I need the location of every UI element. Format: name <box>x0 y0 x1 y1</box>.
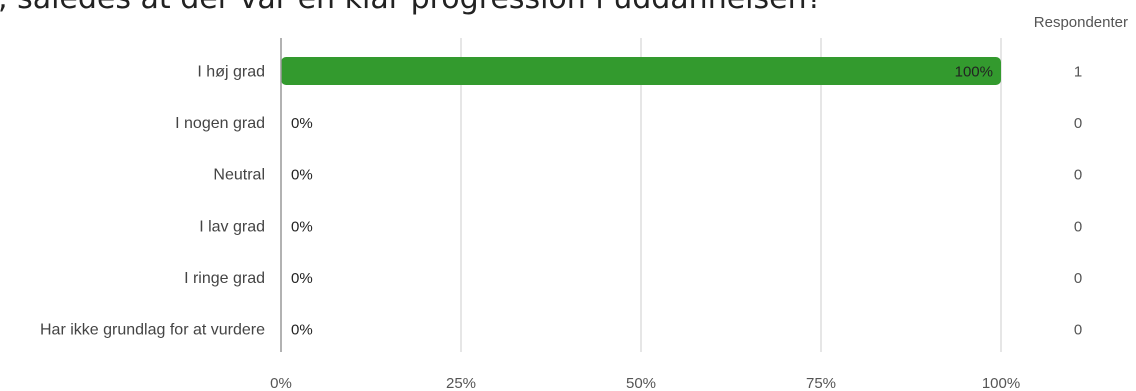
respondent-count: 0 <box>1074 218 1082 235</box>
x-tick-label: 0% <box>270 375 292 391</box>
question-title: , således at der var en klar progression… <box>0 0 823 16</box>
x-tick-label: 50% <box>626 375 656 391</box>
respondent-count: 0 <box>1074 115 1082 132</box>
bar <box>281 57 1001 85</box>
category-label: I lav grad <box>199 218 265 235</box>
bar-value-label: 0% <box>291 322 313 339</box>
category-label: I høj grad <box>197 64 265 81</box>
category-label: Neutral <box>213 167 265 184</box>
bar-value-label: 0% <box>291 167 313 184</box>
category-label: Har ikke grundlag for at vurdere <box>40 322 265 339</box>
respondent-count: 0 <box>1074 167 1082 184</box>
x-tick-label: 100% <box>982 375 1020 391</box>
x-tick-label: 25% <box>446 375 476 391</box>
category-label: I ringe grad <box>184 270 265 287</box>
respondent-count: 1 <box>1074 64 1082 81</box>
respondents-column-header: Respondenter <box>1033 14 1128 31</box>
category-label: I nogen grad <box>175 115 265 132</box>
bar-value-label: 0% <box>291 115 313 132</box>
respondent-count: 0 <box>1074 322 1082 339</box>
bar-value-label: 100% <box>955 64 993 81</box>
respondent-count: 0 <box>1074 270 1082 287</box>
bar-value-label: 0% <box>291 270 313 287</box>
bar-value-label: 0% <box>291 218 313 235</box>
x-tick-label: 75% <box>806 375 836 391</box>
